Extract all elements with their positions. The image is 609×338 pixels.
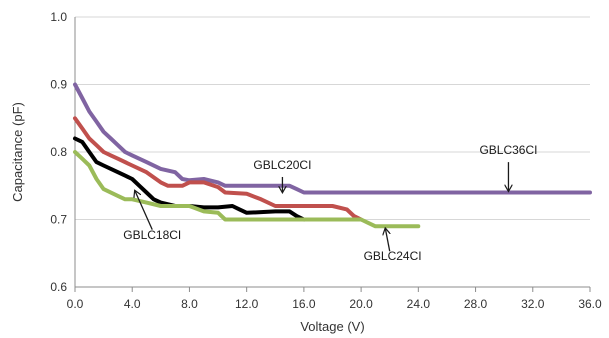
x-tick-label: 16.0 — [292, 297, 316, 311]
annotation-label-gblc36ci: GBLC36CI — [479, 143, 537, 157]
y-axis-title: Capacitance (pF) — [10, 102, 25, 202]
x-axis-title: Voltage (V) — [300, 319, 364, 334]
series-line-gblc18ci — [73, 136, 306, 222]
x-tick-label: 36.0 — [578, 297, 602, 311]
series-lines — [73, 82, 592, 229]
x-tick-label: 28.0 — [464, 297, 488, 311]
x-tick-label: 0.0 — [67, 297, 84, 311]
x-tick-label: 32.0 — [521, 297, 545, 311]
axes: 0.6 0.7 0.8 0.9 1.0 0.0 4.0 8.0 12.0 16.0 20.0 24.0… — [50, 10, 602, 311]
y-tick-label: 0.7 — [50, 213, 67, 227]
annotation-arrow — [385, 229, 389, 252]
y-tick-label: 0.6 — [50, 280, 67, 294]
x-tick-label: 20.0 — [349, 297, 373, 311]
x-tick-label: 24.0 — [407, 297, 431, 311]
x-tick-label: 4.0 — [124, 297, 141, 311]
series-line-gblc36ci — [73, 82, 592, 195]
annotation-arrow — [135, 191, 153, 230]
x-tick-label: 8.0 — [181, 297, 198, 311]
annotation-label-gblc24ci: GBLC24CI — [364, 249, 422, 263]
series-line-gblc20ci — [73, 116, 364, 222]
x-tick-label: 12.0 — [235, 297, 259, 311]
y-tick-label: 1.0 — [50, 10, 67, 24]
y-tick-label: 0.8 — [50, 145, 67, 159]
annotation-label-gblc20ci: GBLC20CI — [253, 158, 311, 172]
annotations: GBLC36CI GBLC20CI GBLC18CI GBLC24CI — [123, 143, 537, 263]
y-tick-label: 0.9 — [50, 78, 67, 92]
annotation-label-gblc18ci: GBLC18CI — [123, 228, 181, 242]
series-line-gblc24ci — [73, 150, 421, 229]
